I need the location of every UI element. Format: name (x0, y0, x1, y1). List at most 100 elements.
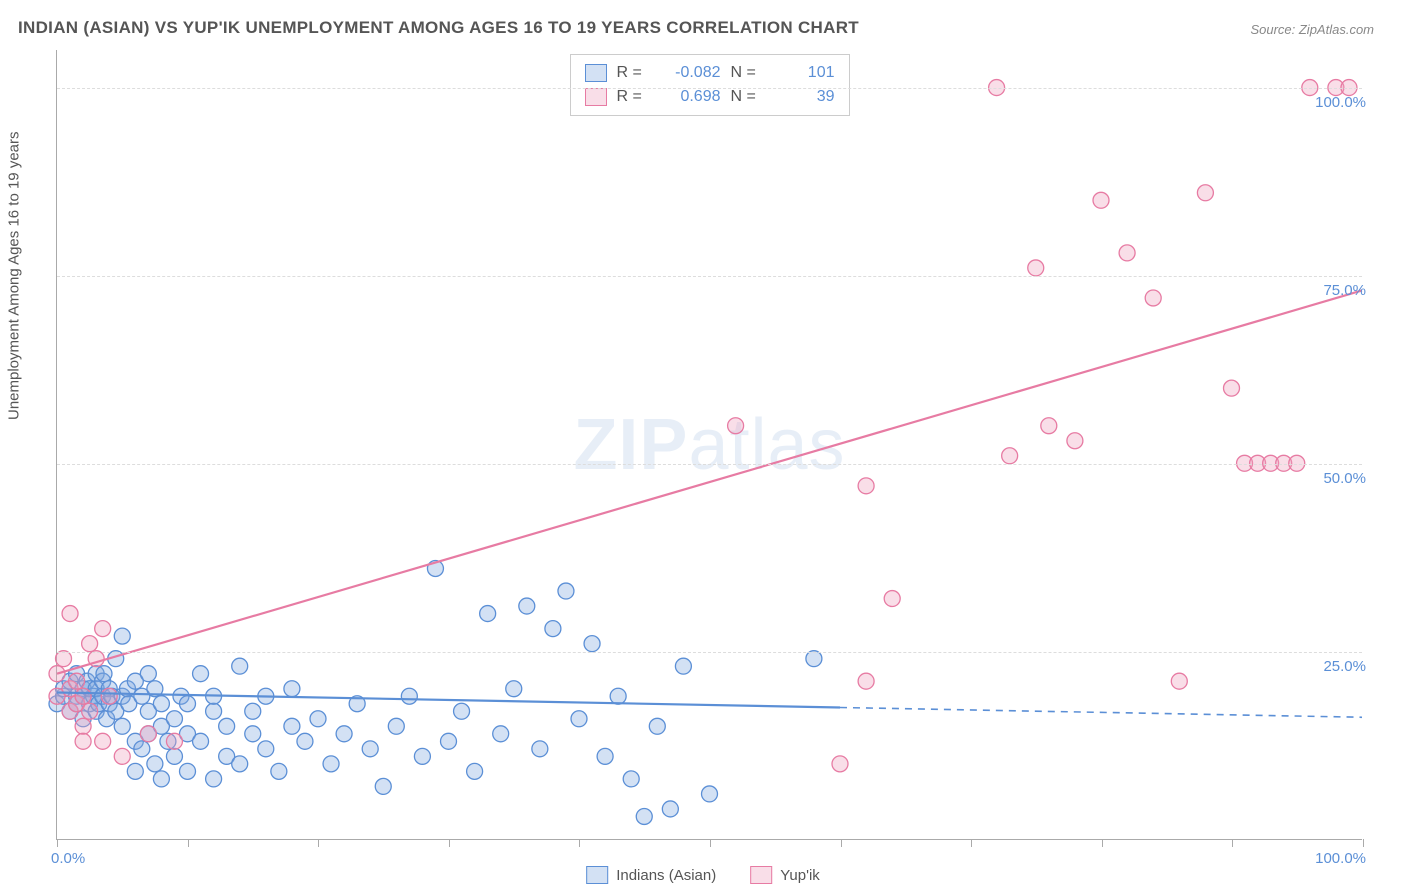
data-point (75, 733, 91, 749)
data-point (1067, 433, 1083, 449)
data-point (597, 748, 613, 764)
data-point (206, 771, 222, 787)
data-point (56, 651, 72, 667)
data-point (1119, 245, 1135, 261)
data-point (180, 763, 196, 779)
r-label: R = (617, 61, 651, 85)
data-point (610, 688, 626, 704)
y-tick-label: 75.0% (1286, 282, 1366, 299)
y-axis-label: Unemployment Among Ages 16 to 19 years (6, 131, 23, 420)
trendline-series2 (57, 290, 1362, 673)
data-point (75, 718, 91, 734)
r-value-series1: -0.082 (661, 61, 721, 85)
x-tick-label: 100.0% (1315, 850, 1366, 867)
data-point (1197, 185, 1213, 201)
data-point (662, 801, 678, 817)
data-point (728, 418, 744, 434)
data-point (375, 778, 391, 794)
data-point (134, 741, 150, 757)
x-tick (318, 839, 319, 847)
gridline (57, 464, 1362, 465)
data-point (180, 696, 196, 712)
data-point (297, 733, 313, 749)
data-point (284, 681, 300, 697)
chart-title: INDIAN (ASIAN) VS YUP'IK UNEMPLOYMENT AM… (18, 18, 859, 38)
data-point (147, 756, 163, 772)
data-point (206, 703, 222, 719)
data-point (271, 763, 287, 779)
data-point (636, 808, 652, 824)
data-point (166, 733, 182, 749)
legend-item-series1: Indians (Asian) (586, 866, 716, 884)
y-tick-label: 100.0% (1286, 94, 1366, 111)
data-point (114, 748, 130, 764)
data-point (467, 763, 483, 779)
data-point (336, 726, 352, 742)
n-label: N = (731, 61, 765, 85)
legend-label-series1: Indians (Asian) (616, 867, 716, 884)
data-point (1002, 448, 1018, 464)
data-point (1041, 418, 1057, 434)
correlation-legend: R = -0.082 N = 101 R = 0.698 N = 39 (570, 54, 850, 116)
data-point (1093, 192, 1109, 208)
data-point (623, 771, 639, 787)
data-point (362, 741, 378, 757)
data-point (140, 726, 156, 742)
data-point (832, 756, 848, 772)
n-value-series1: 101 (775, 61, 835, 85)
data-point (480, 606, 496, 622)
data-point (82, 703, 98, 719)
data-point (545, 621, 561, 637)
data-point (454, 703, 470, 719)
data-point (153, 771, 169, 787)
y-tick-label: 50.0% (1286, 470, 1366, 487)
data-point (153, 696, 169, 712)
data-point (558, 583, 574, 599)
series-legend: Indians (Asian) Yup'ik (586, 866, 820, 884)
data-point (62, 606, 78, 622)
x-tick (1363, 839, 1364, 847)
gridline (57, 276, 1362, 277)
x-tick (1232, 839, 1233, 847)
data-point (127, 763, 143, 779)
data-point (1224, 380, 1240, 396)
gridline (57, 652, 1362, 653)
data-point (310, 711, 326, 727)
data-point (232, 756, 248, 772)
y-tick-label: 25.0% (1286, 658, 1366, 675)
data-point (506, 681, 522, 697)
x-tick-label: 0.0% (51, 850, 85, 867)
data-point (323, 756, 339, 772)
data-point (532, 741, 548, 757)
data-point (114, 628, 130, 644)
swatch-series2 (585, 88, 607, 106)
data-point (584, 636, 600, 652)
swatch-series2-bottom (750, 866, 772, 884)
data-point (166, 711, 182, 727)
data-point (493, 726, 509, 742)
data-point (1171, 673, 1187, 689)
x-tick (579, 839, 580, 847)
data-point (245, 703, 261, 719)
data-point (95, 621, 111, 637)
swatch-series1-bottom (586, 866, 608, 884)
data-point (219, 718, 235, 734)
data-point (193, 733, 209, 749)
data-point (284, 718, 300, 734)
x-tick (971, 839, 972, 847)
gridline (57, 88, 1362, 89)
data-point (571, 711, 587, 727)
data-point (1145, 290, 1161, 306)
data-point (69, 673, 85, 689)
x-tick (710, 839, 711, 847)
legend-item-series2: Yup'ik (750, 866, 820, 884)
source-attribution: Source: ZipAtlas.com (1250, 22, 1374, 37)
data-point (388, 718, 404, 734)
data-point (806, 651, 822, 667)
data-point (258, 741, 274, 757)
data-point (82, 636, 98, 652)
data-point (114, 718, 130, 734)
data-point (232, 658, 248, 674)
data-point (414, 748, 430, 764)
data-point (858, 673, 874, 689)
